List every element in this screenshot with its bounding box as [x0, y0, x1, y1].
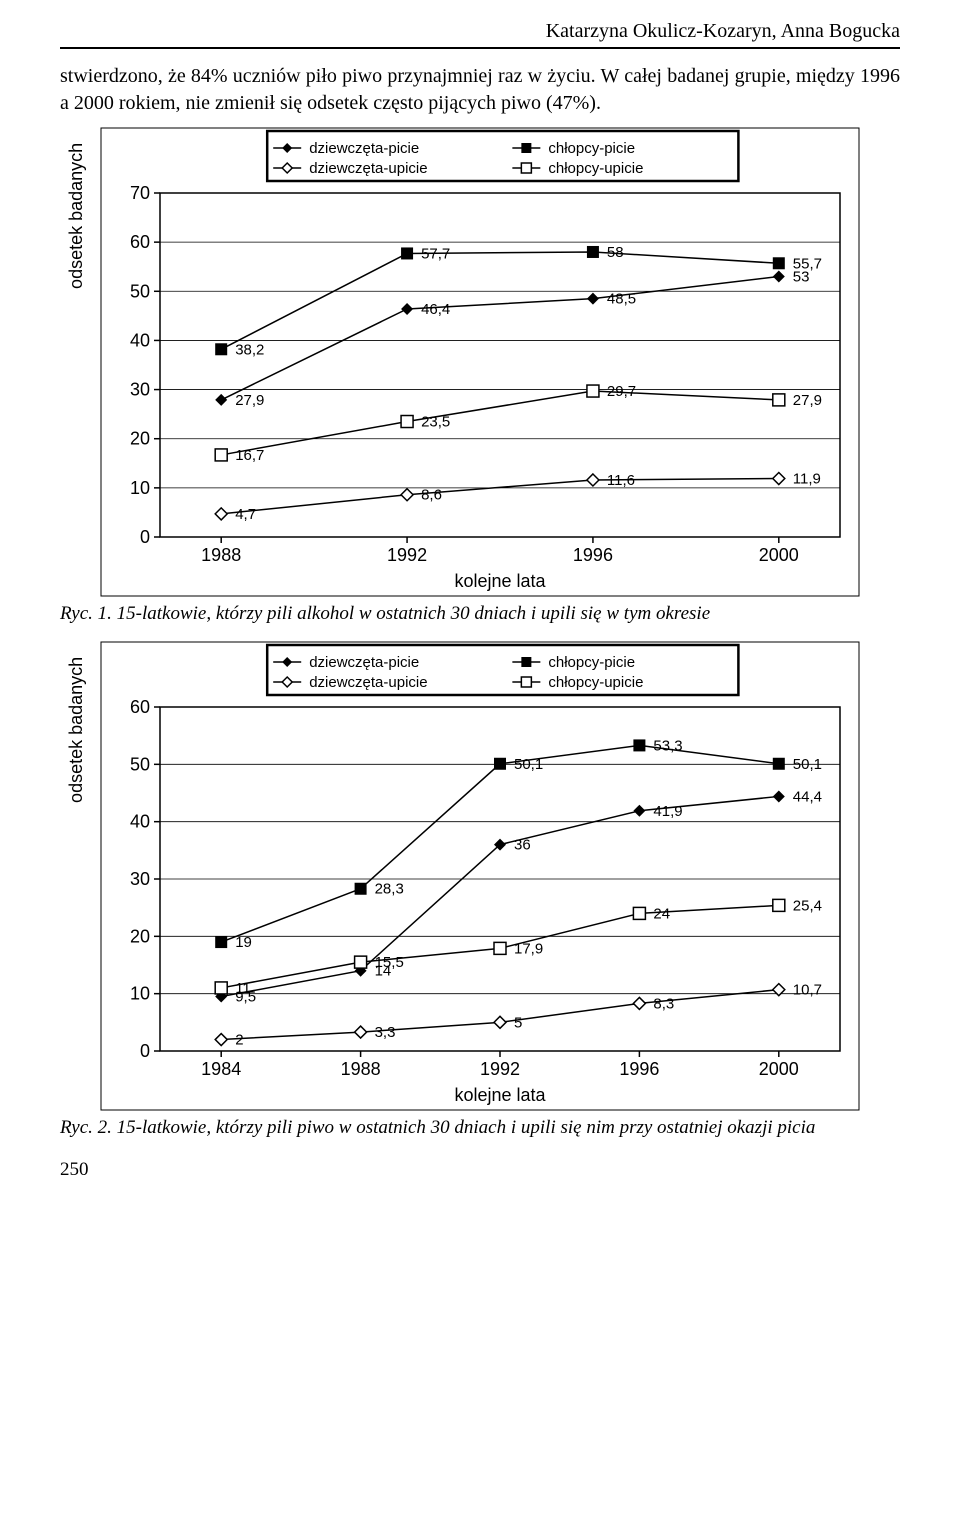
- svg-text:15,5: 15,5: [375, 954, 404, 971]
- svg-text:58: 58: [607, 244, 624, 261]
- svg-text:17,9: 17,9: [514, 940, 543, 957]
- svg-text:25,4: 25,4: [793, 897, 822, 914]
- svg-text:19: 19: [235, 934, 252, 951]
- svg-text:16,7: 16,7: [235, 447, 264, 464]
- svg-text:0: 0: [140, 1041, 150, 1061]
- svg-text:10,7: 10,7: [793, 982, 822, 999]
- svg-text:1992: 1992: [387, 545, 427, 565]
- svg-text:28,3: 28,3: [375, 881, 404, 898]
- svg-text:1992: 1992: [480, 1059, 520, 1079]
- svg-text:27,9: 27,9: [235, 392, 264, 409]
- svg-text:10: 10: [130, 478, 150, 498]
- svg-text:kolejne lata: kolejne lata: [454, 1085, 546, 1105]
- page-number: 250: [60, 1159, 900, 1181]
- svg-text:2000: 2000: [759, 545, 799, 565]
- svg-text:50,1: 50,1: [793, 756, 822, 773]
- svg-text:57,7: 57,7: [421, 245, 450, 262]
- svg-text:4,7: 4,7: [235, 506, 256, 523]
- svg-text:70: 70: [130, 183, 150, 203]
- chart-2-ylabel: odsetek badanych: [66, 657, 87, 803]
- svg-text:38,2: 38,2: [235, 341, 264, 358]
- svg-text:27,9: 27,9: [793, 392, 822, 409]
- svg-text:dziewczęta-upicie: dziewczęta-upicie: [309, 674, 427, 691]
- svg-text:10: 10: [130, 984, 150, 1004]
- caption-1: Ryc. 1. 15-latkowie, którzy pili alkohol…: [60, 603, 900, 625]
- svg-text:1996: 1996: [619, 1059, 659, 1079]
- svg-text:8,6: 8,6: [421, 487, 442, 504]
- intro-paragraph: stwierdzono, że 84% uczniów piło piwo pr…: [60, 63, 900, 117]
- svg-text:50: 50: [130, 281, 150, 301]
- svg-text:30: 30: [130, 380, 150, 400]
- svg-text:11: 11: [235, 980, 251, 997]
- svg-text:53,3: 53,3: [653, 737, 682, 754]
- svg-text:5: 5: [514, 1014, 522, 1031]
- svg-text:50: 50: [130, 754, 150, 774]
- svg-text:60: 60: [130, 697, 150, 717]
- header-authors: Katarzyna Okulicz-Kozaryn, Anna Bogucka: [60, 20, 900, 43]
- svg-text:53: 53: [793, 269, 810, 286]
- caption-2: Ryc. 2. 15-latkowie, którzy pili piwo w …: [60, 1117, 900, 1139]
- svg-text:29,7: 29,7: [607, 383, 636, 400]
- svg-text:dziewczęta-picie: dziewczęta-picie: [309, 654, 419, 671]
- svg-text:50,1: 50,1: [514, 756, 543, 773]
- svg-text:chłopcy-upicie: chłopcy-upicie: [548, 674, 643, 691]
- svg-text:60: 60: [130, 232, 150, 252]
- header-rule: [60, 47, 900, 49]
- svg-text:11,6: 11,6: [607, 472, 635, 489]
- svg-text:23,5: 23,5: [421, 414, 450, 431]
- svg-text:chłopcy-picie: chłopcy-picie: [548, 654, 635, 671]
- svg-text:46,4: 46,4: [421, 301, 450, 318]
- svg-text:1988: 1988: [201, 545, 241, 565]
- svg-text:1984: 1984: [201, 1059, 241, 1079]
- svg-text:11,9: 11,9: [793, 471, 821, 488]
- chart-1-ylabel: odsetek badanych: [66, 143, 87, 289]
- svg-text:44,4: 44,4: [793, 788, 822, 805]
- svg-text:36: 36: [514, 837, 531, 854]
- svg-text:0: 0: [140, 527, 150, 547]
- svg-text:24: 24: [653, 905, 670, 922]
- svg-text:20: 20: [130, 429, 150, 449]
- svg-text:1988: 1988: [341, 1059, 381, 1079]
- svg-text:20: 20: [130, 926, 150, 946]
- svg-text:2: 2: [235, 1032, 243, 1049]
- chart-2-container: odsetek badanych dziewczęta-piciechłopcy…: [100, 641, 860, 1111]
- svg-text:41,9: 41,9: [653, 803, 682, 820]
- svg-text:3,3: 3,3: [375, 1024, 396, 1041]
- svg-text:dziewczęta-picie: dziewczęta-picie: [309, 140, 419, 157]
- svg-text:chłopcy-upicie: chłopcy-upicie: [548, 160, 643, 177]
- svg-text:kolejne lata: kolejne lata: [454, 571, 546, 591]
- svg-text:48,5: 48,5: [607, 291, 636, 308]
- svg-text:chłopcy-picie: chłopcy-picie: [548, 140, 635, 157]
- svg-text:dziewczęta-upicie: dziewczęta-upicie: [309, 160, 427, 177]
- svg-text:2000: 2000: [759, 1059, 799, 1079]
- chart-1-container: odsetek badanych dziewczęta-piciechłopcy…: [100, 127, 860, 597]
- svg-text:40: 40: [130, 812, 150, 832]
- svg-text:1996: 1996: [573, 545, 613, 565]
- svg-text:40: 40: [130, 330, 150, 350]
- svg-text:30: 30: [130, 869, 150, 889]
- svg-text:8,3: 8,3: [653, 995, 674, 1012]
